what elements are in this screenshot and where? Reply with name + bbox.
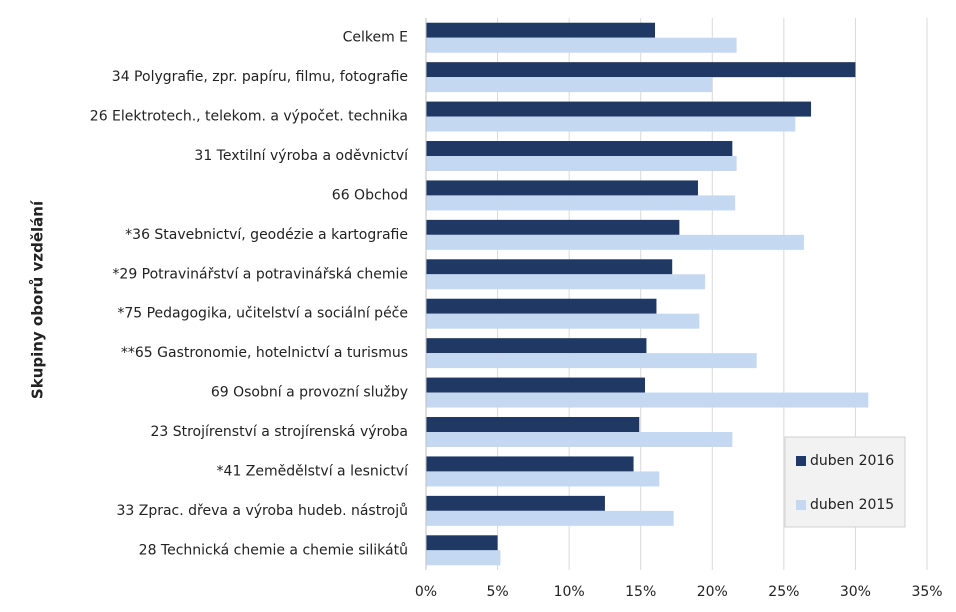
bar xyxy=(426,77,713,93)
bar xyxy=(426,535,498,551)
bar xyxy=(426,259,673,275)
y-axis-label: Skupiny oborů vzdělání xyxy=(29,200,47,399)
x-tick-label: 20% xyxy=(697,584,728,600)
x-tick-label: 25% xyxy=(768,584,799,600)
bar xyxy=(426,101,812,117)
bar xyxy=(426,392,869,408)
y-tick-label: 26 Elektrotech., telekom. a výpočet. tec… xyxy=(90,109,408,125)
bar xyxy=(426,195,736,211)
y-tick-label: **65 Gastronomie, hotelnictví a turismus xyxy=(121,345,408,361)
x-tick-label: 35% xyxy=(911,584,942,600)
bar xyxy=(426,510,674,526)
bar xyxy=(426,417,640,432)
x-tick-label: 5% xyxy=(486,584,508,600)
bar xyxy=(426,274,706,290)
bar xyxy=(426,377,646,393)
y-tick-label: 34 Polygrafie, zpr. papíru, filmu, fotog… xyxy=(112,69,408,85)
legend-box xyxy=(784,436,906,528)
bar xyxy=(426,471,660,487)
legend-label: duben 2015 xyxy=(810,497,894,513)
bar xyxy=(426,550,501,566)
bar xyxy=(426,495,605,511)
y-tick-label: Celkem E xyxy=(343,30,408,46)
y-tick-label: 23 Strojírenství a strojírenská výroba xyxy=(150,424,408,440)
y-tick-label: *36 Stavebnictví, geodézie a kartografie xyxy=(125,227,408,243)
y-tick-label: 66 Obchod xyxy=(332,187,408,203)
bar xyxy=(426,456,634,472)
y-tick-label: *29 Potravinářství a potravinářská chemi… xyxy=(112,266,408,282)
x-tick-label: 30% xyxy=(840,584,871,600)
bar xyxy=(426,141,733,156)
bar xyxy=(426,156,737,171)
legend-label: duben 2016 xyxy=(810,453,894,469)
bar xyxy=(426,353,757,369)
bar xyxy=(426,116,796,132)
y-tick-label: 31 Textilní výroba a oděvnictví xyxy=(194,148,409,164)
y-tick-label: 28 Technická chemie a chemie silikátů xyxy=(139,542,408,558)
bar xyxy=(426,338,647,354)
x-tick-label: 0% xyxy=(415,584,437,600)
bar xyxy=(426,62,856,78)
bar xyxy=(426,313,700,329)
bar xyxy=(426,180,698,196)
x-tick-label: 15% xyxy=(625,584,656,600)
legend-swatch xyxy=(796,500,806,510)
bar xyxy=(426,37,737,53)
y-tick-label: *41 Zemědělství a lesnictví xyxy=(217,463,410,479)
legend-swatch xyxy=(796,456,806,466)
y-tick-label: 33 Zprac. dřeva a výroba hudeb. nástrojů xyxy=(116,503,408,519)
y-tick-label: 69 Osobní a provozní služby xyxy=(211,385,408,401)
bar xyxy=(426,298,657,314)
x-tick-label: 10% xyxy=(554,584,585,600)
bar xyxy=(426,234,804,250)
bar xyxy=(426,219,680,235)
y-tick-label: *75 Pedagogika, učitelství a sociální pé… xyxy=(117,306,408,322)
bar xyxy=(426,432,733,447)
bar xyxy=(426,22,656,38)
